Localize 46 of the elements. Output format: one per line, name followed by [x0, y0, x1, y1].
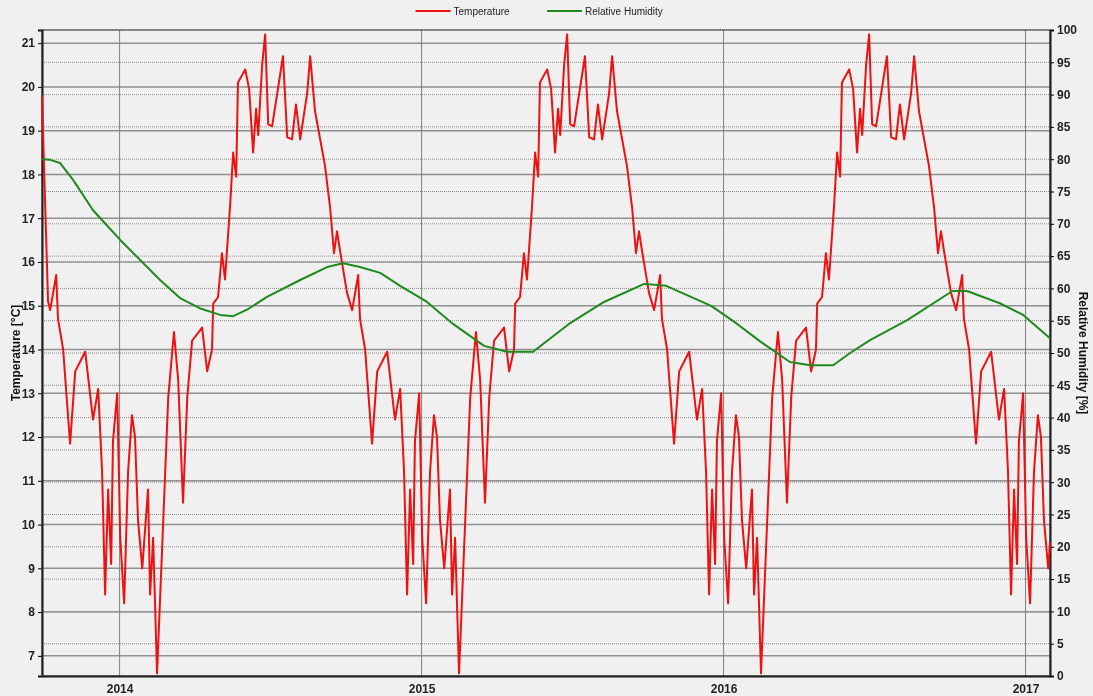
x-tick-label: 2014 [106, 681, 134, 696]
y-tick-label: 8 [28, 605, 36, 620]
y-tick-label: 15 [21, 299, 36, 314]
y-tick-label: 20 [21, 80, 36, 95]
y-tick-label: 11 [22, 474, 36, 489]
y-tick-label: 17 [21, 211, 36, 226]
y2-tick-label: 15 [1057, 572, 1071, 587]
y-tick-label: 19 [21, 124, 36, 138]
y2-tick-label: 75 [1057, 184, 1071, 199]
y2-tick-label: 20 [1057, 540, 1071, 555]
y2-tick-label: 40 [1057, 410, 1071, 425]
legend-label: Relative Humidity [585, 5, 663, 17]
y2-tick-label: 60 [1057, 281, 1071, 296]
y2-tick-label: 55 [1057, 314, 1071, 329]
y-tick-label: 7 [28, 649, 36, 664]
legend-label: Temperature [453, 5, 511, 17]
y-tick-label: 10 [21, 517, 36, 532]
line-series [41, 33, 1051, 675]
y2-tick-label: 95 [1057, 55, 1071, 70]
y-axis-title: Temperature [°C] [9, 304, 23, 402]
y-tick-label: 18 [21, 167, 36, 182]
y2-tick-label: 10 [1057, 604, 1071, 619]
x-tick-label: 2016 [710, 681, 738, 696]
y2-tick-label: 80 [1057, 152, 1071, 167]
x-tick-label: 2015 [408, 681, 436, 696]
y-tick-label: 9 [28, 561, 36, 576]
y-tick-label: 16 [21, 255, 36, 270]
y-tick-label: 21 [21, 36, 36, 51]
y2-tick-label: 0 [1057, 669, 1064, 684]
y2-tick-label: 30 [1057, 475, 1071, 490]
y2-tick-label: 100 [1057, 23, 1078, 38]
y2-tick-label: 5 [1057, 637, 1064, 652]
line-series [41, 158, 1051, 367]
y2-tick-label: 25 [1057, 507, 1071, 522]
y2-tick-label: 35 [1057, 443, 1071, 458]
y-tick-label: 13 [21, 386, 36, 401]
y-tick-label: 12 [21, 430, 36, 445]
y2-tick-label: 70 [1057, 217, 1071, 232]
y-tick-label: 14 [21, 342, 36, 357]
y2-tick-label: 45 [1057, 378, 1071, 393]
x-tick-label: 2017 [1012, 681, 1040, 696]
y2-tick-label: 85 [1057, 120, 1071, 135]
y2-tick-label: 65 [1057, 249, 1071, 264]
y2-tick-label: 90 [1057, 87, 1071, 102]
y2-tick-label: 50 [1057, 346, 1071, 361]
y2-axis-title: Relative Humidity [%] [1076, 291, 1090, 415]
